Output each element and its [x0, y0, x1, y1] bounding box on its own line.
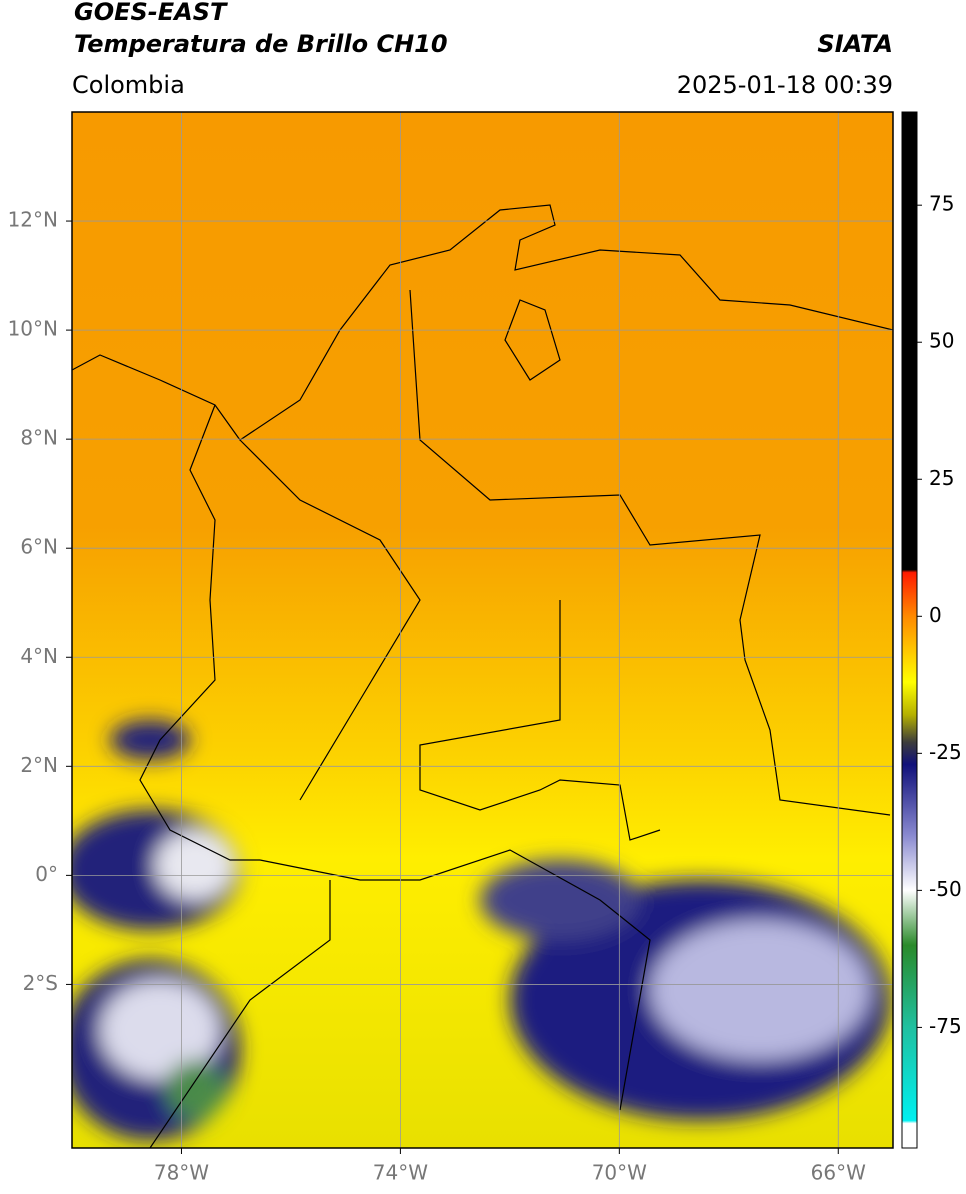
clouds — [72, 720, 890, 1140]
x-tick-label: 78°W — [154, 1161, 209, 1185]
colorbar-tick-label: -50 — [929, 877, 962, 901]
region: Colombia — [72, 71, 185, 99]
title-1: GOES-EAST — [74, 0, 228, 26]
colorbar — [901, 111, 918, 1149]
x-tick-label: 66°W — [811, 1161, 866, 1185]
colorbar-tick-label: 50 — [929, 329, 954, 353]
source: SIATA — [817, 30, 893, 58]
datetime: 2025-01-18 00:39 — [677, 71, 893, 99]
x-tick-label: 70°W — [592, 1161, 647, 1185]
y-tick-label: 12°N — [8, 208, 58, 232]
colorbar-tick-label: -25 — [929, 740, 962, 764]
y-tick-label: 2°S — [23, 971, 58, 995]
borders — [72, 204, 893, 1148]
y-tick-label: 6°N — [20, 535, 58, 559]
y-tick-label: 8°N — [20, 426, 58, 450]
map-image — [72, 112, 893, 1148]
map-frame — [71, 111, 894, 1149]
y-tick-label: 10°N — [8, 317, 58, 341]
colorbar-tick-label: 0 — [929, 603, 942, 627]
y-tick-label: 0° — [35, 862, 58, 886]
colorbar-tick-label: 75 — [929, 192, 954, 216]
y-tick-label: 2°N — [20, 753, 58, 777]
title-2: Temperatura de Brillo CH10 — [74, 30, 448, 58]
x-tick-label: 74°W — [373, 1161, 428, 1185]
colorbar-tick-label: 25 — [929, 466, 954, 490]
colorbar-tick-label: -75 — [929, 1014, 962, 1038]
grid — [72, 112, 893, 1148]
y-tick-label: 4°N — [20, 644, 58, 668]
